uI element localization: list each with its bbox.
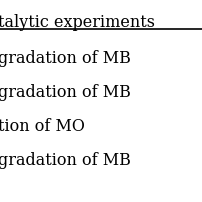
Text: gradation of MB: gradation of MB (0, 151, 130, 168)
Text: gradation of MB: gradation of MB (0, 50, 130, 67)
Text: gradation of MB: gradation of MB (0, 84, 130, 101)
Text: talytic experiments: talytic experiments (0, 14, 154, 31)
Text: tion of MO: tion of MO (0, 117, 84, 134)
